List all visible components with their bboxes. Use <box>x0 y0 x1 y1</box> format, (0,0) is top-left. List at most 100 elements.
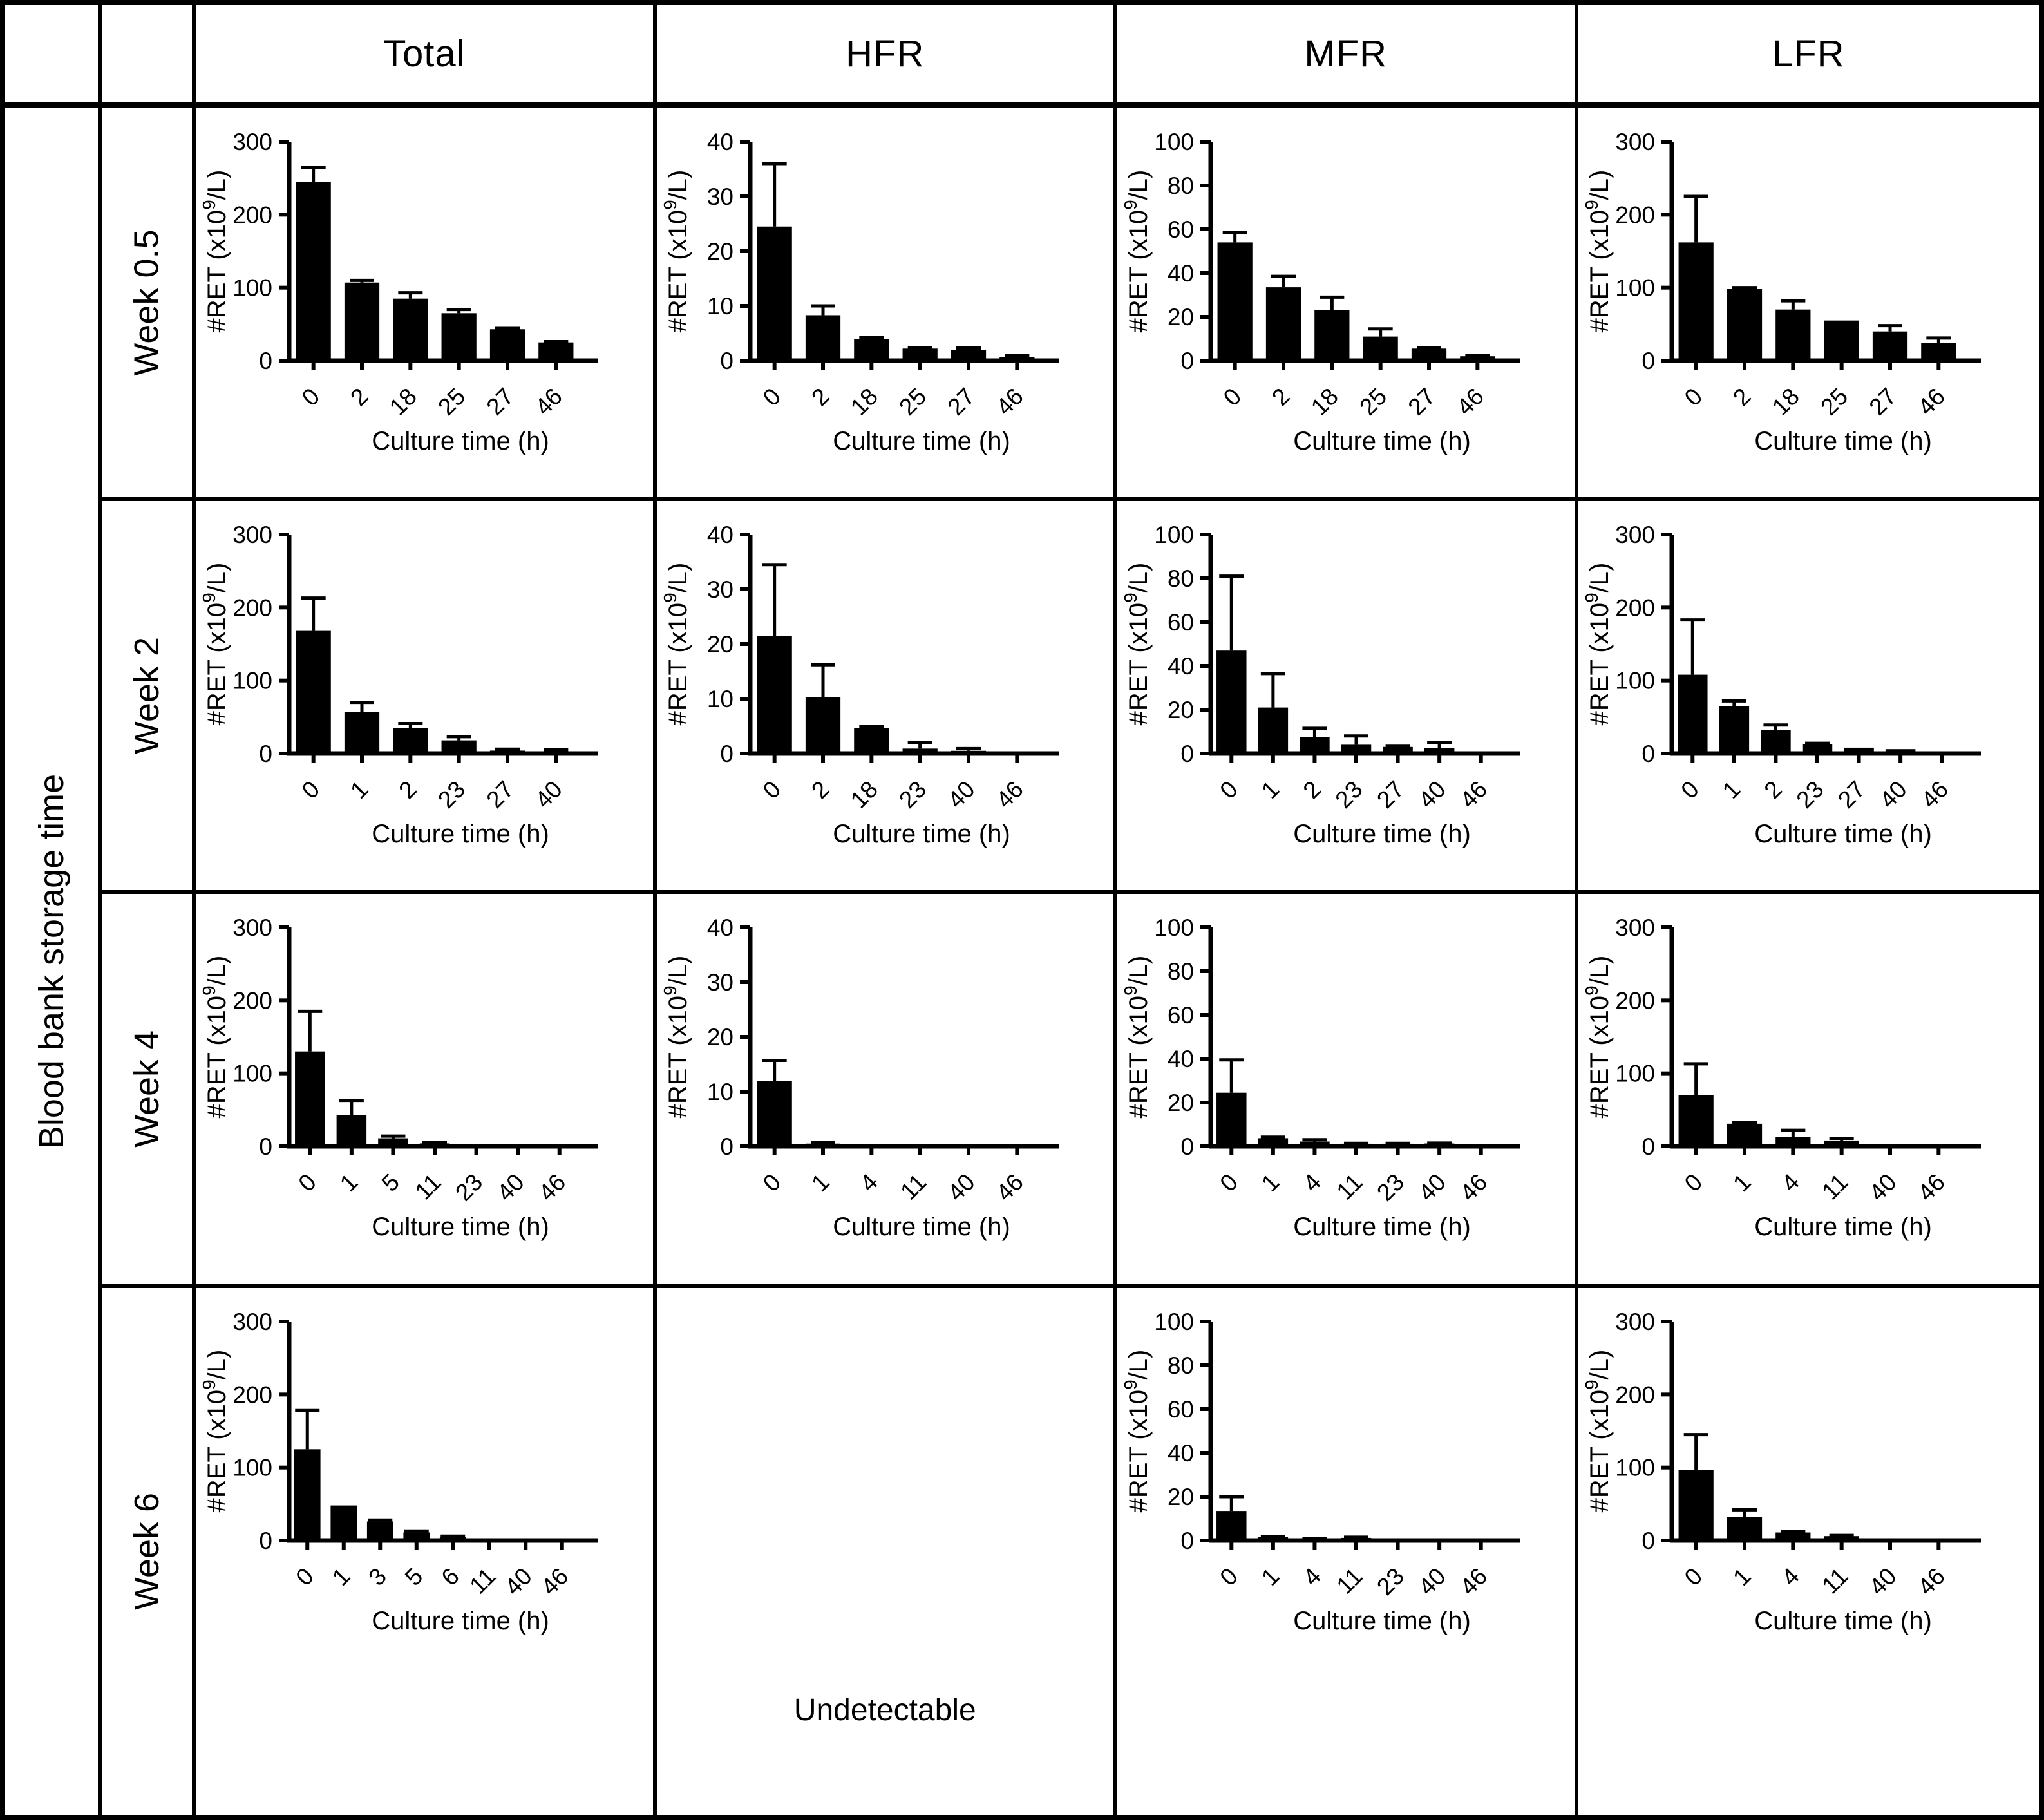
x-tick-label: 18 <box>845 776 882 813</box>
x-axis-title: Culture time (h) <box>372 820 549 848</box>
bar <box>1300 1141 1330 1146</box>
y-tick-label: 300 <box>1615 522 1655 548</box>
x-tick-label: 4 <box>855 1169 883 1197</box>
x-axis-title: Culture time (h) <box>1293 1607 1471 1635</box>
chart-cell-week-4-lfr: 0 100 200 300 0 1 4 11 40 46 Culture time (h) #RET … <box>1578 894 2039 1288</box>
bar <box>1920 343 1956 361</box>
bar <box>1775 309 1810 361</box>
x-tick-label: 25 <box>433 383 470 421</box>
y-tick-label: 200 <box>232 987 272 1014</box>
bar <box>294 1449 321 1540</box>
bar <box>757 636 792 754</box>
bar <box>1824 1536 1859 1540</box>
x-tick-label: 2 <box>345 383 374 412</box>
x-axis-title: Culture time (h) <box>1754 1213 1932 1241</box>
y-tick-label: 10 <box>706 293 733 319</box>
bar <box>1383 746 1413 754</box>
chart-cell-week-4-hfr: 0 10 20 30 40 0 1 4 11 40 46 Culture time (h) #RET (… <box>656 894 1117 1288</box>
x-tick-label: 18 <box>384 383 422 421</box>
bar <box>538 342 574 361</box>
bar <box>330 1505 357 1540</box>
bar <box>1727 1123 1762 1146</box>
y-axis-title: #RET (x109/L) <box>660 563 692 726</box>
x-tick-label: 46 <box>1912 1563 1949 1600</box>
y-tick-label: 100 <box>1615 275 1655 301</box>
y-tick-label: 40 <box>1168 1440 1194 1466</box>
y-tick-label: 20 <box>1168 304 1194 330</box>
x-tick-label: 0 <box>757 1169 786 1197</box>
x-tick-label: 1 <box>335 1169 363 1197</box>
chart-cell-week-6-mfr: 0 20 40 60 80 100 0 1 4 11 23 40 46 Culture time (h) #… <box>1117 1288 1578 1815</box>
x-axis-title: Culture time (h) <box>833 820 1010 848</box>
x-tick-label: 4 <box>1776 1563 1804 1591</box>
bar <box>1775 1532 1810 1540</box>
x-tick-label: 1 <box>1256 1563 1285 1591</box>
y-tick-label: 20 <box>1168 697 1194 723</box>
chart-cell-week-4-total: 0 100 200 300 0 1 5 11 23 40 46 Culture time (h) #RE… <box>196 894 657 1288</box>
bar <box>403 1532 430 1540</box>
y-tick-label: 300 <box>1615 1309 1655 1335</box>
y-tick-label: 300 <box>232 129 272 155</box>
y-tick-label: 300 <box>232 915 272 941</box>
y-tick-label: 60 <box>1168 1002 1194 1028</box>
bar <box>1424 1143 1455 1146</box>
bar <box>393 298 428 361</box>
x-tick-label: 40 <box>1414 1563 1451 1600</box>
x-tick-label: 0 <box>1679 383 1707 412</box>
bar <box>419 1143 450 1146</box>
y-axis-title: #RET (x109/L) <box>199 956 231 1119</box>
x-tick-label: 23 <box>1791 776 1828 813</box>
bar <box>295 1051 325 1146</box>
chart-cell-week-6-hfr: Undetectable <box>656 1288 1117 1815</box>
x-tick-label: 27 <box>1403 383 1441 421</box>
x-tick-label: 0 <box>1676 776 1704 804</box>
y-tick-label: 200 <box>232 594 272 621</box>
y-axis-title: #RET (x109/L) <box>1582 956 1614 1119</box>
bar <box>853 728 889 754</box>
x-tick-label: 46 <box>1452 383 1489 421</box>
bar <box>344 712 380 754</box>
bar <box>489 329 525 361</box>
x-tick-label: 46 <box>536 1563 573 1600</box>
y-tick-label: 20 <box>1168 1090 1194 1116</box>
bar <box>805 1143 840 1146</box>
y-axis-title: #RET (x109/L) <box>1121 1350 1153 1513</box>
chart-cell-week-6-total: 0 100 200 300 0 1 3 5 6 11 40 46 Culture time (h) #RE… <box>196 1288 657 1815</box>
y-tick-label: 0 <box>1180 348 1194 374</box>
chart-cell-week-0.5-lfr: 0 100 200 300 0 2 18 25 27 46 Culture time (h) #RET… <box>1578 108 2039 501</box>
bar <box>1760 730 1791 754</box>
bar <box>951 350 986 361</box>
chart-cell-week-4-mfr: 0 20 40 60 80 100 0 1 4 11 23 40 46 Culture time (h) #… <box>1117 894 1578 1288</box>
x-tick-label: 0 <box>1215 1169 1243 1197</box>
bar <box>378 1138 408 1146</box>
bar <box>538 752 574 754</box>
bar <box>1843 747 1874 754</box>
bar <box>1314 310 1350 361</box>
y-tick-label: 300 <box>232 522 272 548</box>
chart-cell-week-0.5-hfr: 0 10 20 30 40 0 2 18 25 27 46 Culture time (h) #RET … <box>656 108 1117 501</box>
x-tick-label: 2 <box>393 776 422 804</box>
y-axis-title: #RET (x109/L) <box>1121 170 1153 333</box>
x-tick-label: 46 <box>1912 383 1949 421</box>
x-tick-label: 2 <box>806 776 835 804</box>
y-tick-label: 10 <box>706 1079 733 1105</box>
header-corner-blank-2 <box>102 5 196 108</box>
bar <box>1460 356 1495 361</box>
x-tick-label: 40 <box>500 1563 537 1600</box>
chart-cell-week-0.5-total: 0 100 200 300 0 2 18 25 27 46 Culture time (h) #RET… <box>196 108 657 501</box>
bar <box>441 313 477 361</box>
x-tick-label: 11 <box>1331 1169 1367 1205</box>
x-tick-label: 27 <box>1833 776 1870 813</box>
chart-cell-week-2-total: 0 100 200 300 0 1 2 23 27 40 Culture time (h) #RET … <box>196 501 657 894</box>
x-tick-label: 27 <box>482 383 519 421</box>
y-axis-title: #RET (x109/L) <box>199 170 231 333</box>
row-header-week-6: Week 6 <box>102 1288 196 1815</box>
y-tick-label: 40 <box>1168 1046 1194 1072</box>
y-tick-label: 300 <box>232 1309 272 1335</box>
bar <box>1341 1537 1372 1540</box>
x-tick-label: 11 <box>410 1169 446 1205</box>
